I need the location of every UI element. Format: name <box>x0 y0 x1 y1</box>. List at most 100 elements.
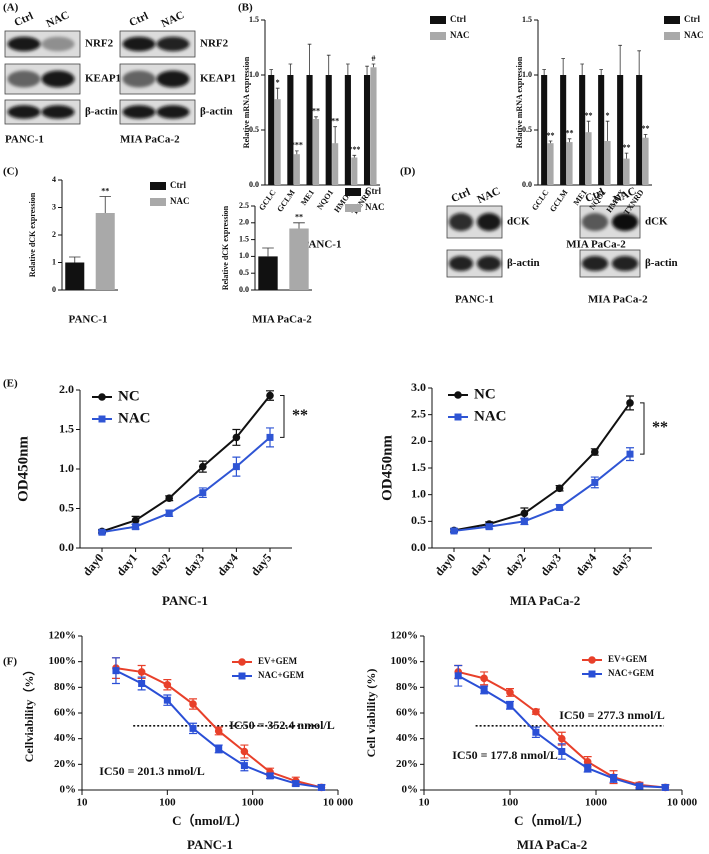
y-tick-label: 1.0 <box>522 70 532 79</box>
marker <box>112 667 120 675</box>
y-tick-label: 1.5 <box>411 460 426 474</box>
legend-label: NAC <box>684 30 704 40</box>
bar <box>65 262 85 290</box>
y-tick-label: 0.5 <box>249 125 259 134</box>
blot-band <box>7 36 41 52</box>
x-tick-label: 100 <box>502 797 519 809</box>
marker <box>199 462 207 471</box>
y-tick-label: 1.0 <box>59 461 74 475</box>
marker <box>556 503 564 511</box>
axis-line <box>264 20 380 186</box>
bar <box>579 75 586 185</box>
y-tick-label: 80% <box>54 681 76 693</box>
marker <box>584 764 592 772</box>
bar <box>289 228 309 290</box>
cell-line-label: PANC-1 <box>5 134 44 146</box>
row-label: β-actin <box>85 106 118 118</box>
marker <box>557 734 566 743</box>
row-label: β-actin <box>507 257 540 269</box>
marker <box>626 399 634 407</box>
bar <box>560 75 567 185</box>
panel-label: (E) <box>3 378 18 390</box>
y-tick-label: 2.0 <box>59 382 74 396</box>
error-bar <box>371 63 376 68</box>
marker <box>520 509 529 518</box>
y-axis-label: Relative dCK expression <box>221 205 230 290</box>
marker <box>266 772 274 780</box>
legend-label: NAC <box>450 30 470 40</box>
y-tick-label: 1.5 <box>522 15 532 24</box>
significance-label: ** <box>101 186 109 195</box>
y-tick-label: 0.0 <box>249 180 259 189</box>
error-bar <box>326 54 331 75</box>
legend-swatch <box>345 204 361 212</box>
bar <box>325 75 332 185</box>
x-axis-label: PANC-1 <box>162 593 208 608</box>
y-tick-label: 1.5 <box>249 15 259 24</box>
x-tick-label: ME1 <box>299 188 316 207</box>
legend-label: NAC <box>365 202 385 212</box>
blot-band <box>122 36 156 52</box>
marker <box>626 450 634 458</box>
legend-marker <box>588 656 596 664</box>
x-tick-label: day2 <box>502 551 529 579</box>
significance-label: # <box>371 54 375 63</box>
series-line <box>101 436 271 534</box>
bar <box>258 256 278 290</box>
row-label: dCK <box>507 216 530 228</box>
y-tick-label: 0.5 <box>522 125 532 134</box>
legend-swatch <box>664 32 680 40</box>
y-tick-label: 1.5 <box>59 421 74 435</box>
significance-label: ** <box>642 124 650 133</box>
bar <box>636 75 643 185</box>
cell-line-label: PANC-1 <box>455 294 494 306</box>
significance-label: * <box>276 78 280 87</box>
legend-swatch <box>430 32 446 40</box>
legend-marker <box>588 670 596 678</box>
marker <box>661 783 669 791</box>
row-label: dCK <box>645 216 668 228</box>
marker <box>240 747 249 756</box>
y-tick-label: 2 <box>52 230 56 239</box>
panel-label: (F) <box>3 656 17 668</box>
x-tick-label: day0 <box>432 551 459 579</box>
error-bar <box>548 140 553 144</box>
marker <box>480 674 488 683</box>
y-tick-label: 0% <box>60 784 77 796</box>
significance-label: ** <box>652 419 668 436</box>
error-bar <box>586 120 591 133</box>
bar <box>547 143 554 185</box>
y-tick-label: 0.0 <box>411 540 426 554</box>
marker <box>98 528 106 536</box>
legend-label: NAC <box>474 408 507 424</box>
marker <box>583 757 592 766</box>
bar <box>363 75 371 185</box>
y-tick-label: 40% <box>396 732 418 744</box>
legend-swatch <box>430 16 446 24</box>
legend-label: NAC+GEM <box>608 668 655 678</box>
lane-label: NAC <box>44 9 71 30</box>
y-tick-label: 3 <box>52 202 56 211</box>
y-axis-label: Relative mRNA expression <box>515 56 524 148</box>
blot-band <box>448 255 474 272</box>
row-label: KEAP1 <box>85 73 121 85</box>
blot-band <box>41 70 75 88</box>
error-bar <box>69 256 81 263</box>
x-tick-label: day4 <box>214 551 241 579</box>
error-bar <box>294 150 299 155</box>
legend-label: Ctrl <box>170 180 186 190</box>
marker <box>558 748 566 755</box>
bar <box>598 75 605 185</box>
bar <box>312 119 320 185</box>
x-tick-label: day3 <box>537 551 564 579</box>
cell-line-label: MIA PaCa-2 <box>120 134 180 146</box>
row-label: β-actin <box>645 257 678 269</box>
y-tick-label: 0.5 <box>239 268 249 277</box>
x-axis-label: C（nmol/L） <box>514 813 590 828</box>
error-bar <box>314 116 318 119</box>
marker <box>317 783 325 791</box>
marker <box>189 700 197 708</box>
bar <box>604 141 611 185</box>
x-tick-label: day1 <box>113 551 140 579</box>
error-bar <box>288 63 293 75</box>
